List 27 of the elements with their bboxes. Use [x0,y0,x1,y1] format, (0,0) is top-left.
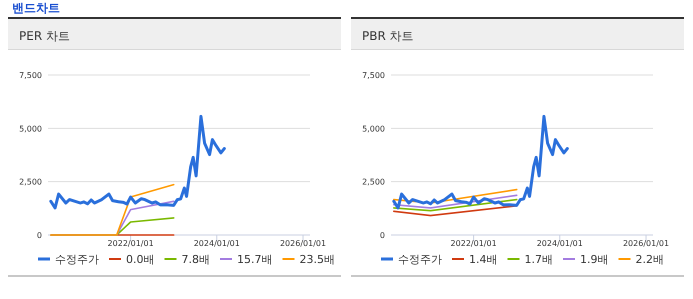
legend-label: 2.2배 [636,253,664,266]
chart-title: PBR 차트 [362,29,414,43]
legend-label: 1.7배 [524,253,553,266]
y-tick-label: 2,500 [362,178,385,187]
legend-label: 15.7배 [237,253,272,266]
y-tick-label: 0 [380,231,385,240]
x-tick-label: 2024/01/01 [194,239,240,248]
legend-label: 23.5배 [300,253,335,266]
x-tick-label: 2022/01/01 [108,239,154,248]
legend-label: 수정주가 [398,253,442,266]
x-tick-label: 2026/01/01 [622,239,670,248]
y-tick-label: 5,000 [362,124,385,134]
y-tick-label: 0 [36,231,42,240]
y-tick-label: 7,500 [19,71,42,80]
x-tick-label: 2024/01/01 [536,239,583,248]
y-tick-label: 5,000 [19,124,42,134]
legend-label: 0.0배 [126,253,154,266]
x-tick-label: 2026/01/01 [280,239,326,248]
legend-label: 7.8배 [182,253,210,266]
y-tick-label: 7,500 [362,71,385,80]
y-tick-label: 2,500 [19,178,42,187]
legend-label: 1.4배 [469,253,498,266]
text: 밴드차트 [12,1,60,15]
legend-label: 1.9배 [580,253,608,266]
legend-label: 수정주가 [55,253,99,266]
chart-title: PER 차트 [19,29,70,43]
x-tick-label: 2022/01/01 [450,239,497,248]
